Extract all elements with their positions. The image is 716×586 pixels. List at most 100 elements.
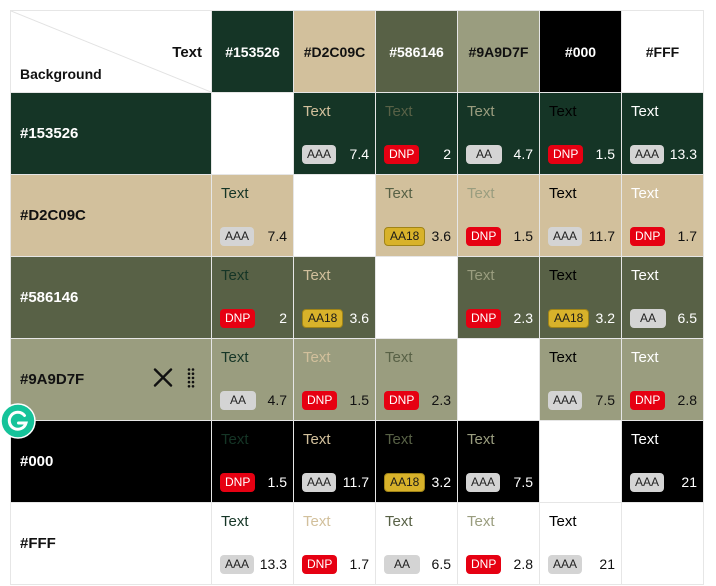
contrast-ratio: 7.5 bbox=[513, 474, 533, 490]
sample-text: Text bbox=[385, 103, 413, 120]
sample-text: Text bbox=[385, 431, 413, 448]
sample-text: Text bbox=[385, 513, 413, 530]
rating-badge: AAA bbox=[630, 145, 665, 164]
rating-badge: AAA bbox=[220, 555, 255, 574]
contrast-ratio: 1.5 bbox=[349, 392, 369, 408]
contrast-cell: Text AA 4.7 bbox=[458, 93, 539, 174]
contrast-ratio: 13.3 bbox=[259, 556, 287, 572]
sample-text: Text bbox=[549, 513, 577, 530]
row-header[interactable]: #000 bbox=[11, 421, 211, 502]
sample-text: Text bbox=[385, 349, 413, 366]
contrast-cell: Text DNP 2 bbox=[212, 257, 293, 338]
rating-badge: DNP bbox=[548, 145, 584, 164]
contrast-cell: Text DNP 1.5 bbox=[294, 339, 375, 420]
row-header[interactable]: #9A9D7F bbox=[11, 339, 211, 420]
text-axis-label: Text bbox=[172, 44, 202, 61]
empty-cell bbox=[212, 93, 293, 174]
contrast-cell: Text AAA 7.5 bbox=[540, 339, 621, 420]
drag-handle-icon[interactable] bbox=[187, 367, 197, 392]
rating-badge: AAA bbox=[302, 145, 337, 164]
column-header[interactable]: #9A9D7F bbox=[458, 11, 539, 92]
column-header[interactable]: #586146 bbox=[376, 11, 457, 92]
rating-badge: AAA bbox=[548, 227, 583, 246]
rating-badge: AA bbox=[466, 145, 502, 164]
contrast-cell: Text AA18 3.2 bbox=[376, 421, 457, 502]
contrast-ratio: 7.4 bbox=[267, 228, 287, 244]
column-header[interactable]: #FFF bbox=[622, 11, 703, 92]
contrast-cell: Text AA18 3.6 bbox=[294, 257, 375, 338]
sample-text: Text bbox=[303, 513, 331, 530]
grammarly-icon[interactable] bbox=[0, 403, 36, 439]
contrast-ratio: 11.7 bbox=[342, 474, 369, 490]
sample-text: Text bbox=[549, 185, 577, 202]
contrast-ratio: 2.8 bbox=[513, 556, 533, 572]
contrast-ratio: 11.7 bbox=[588, 228, 615, 244]
row-header[interactable]: #153526 bbox=[11, 93, 211, 174]
row-header[interactable]: #586146 bbox=[11, 257, 211, 338]
contrast-ratio: 1.7 bbox=[349, 556, 369, 572]
contrast-cell: Text AAA 21 bbox=[540, 503, 621, 584]
row-header-label: #586146 bbox=[20, 289, 79, 306]
contrast-ratio: 7.5 bbox=[595, 392, 615, 408]
contrast-ratio: 6.5 bbox=[431, 556, 451, 572]
rating-badge: AA18 bbox=[384, 227, 426, 246]
rating-badge: DNP bbox=[630, 227, 666, 246]
contrast-ratio: 3.6 bbox=[349, 310, 369, 326]
sample-text: Text bbox=[549, 349, 577, 366]
contrast-matrix: Text Background #153526 #D2C09C #586146 #9A… bbox=[10, 10, 704, 585]
background-axis-label: Background bbox=[20, 66, 102, 82]
contrast-cell: Text AAA 7.4 bbox=[212, 175, 293, 256]
empty-cell bbox=[622, 503, 703, 584]
rating-badge: AA bbox=[220, 391, 256, 410]
sample-text: Text bbox=[303, 267, 331, 284]
matrix-corner-header: Text Background bbox=[11, 11, 211, 92]
rating-badge: AAA bbox=[466, 473, 501, 492]
rating-badge: DNP bbox=[466, 309, 502, 328]
rating-badge: DNP bbox=[466, 555, 502, 574]
rating-badge: AAA bbox=[548, 555, 583, 574]
row-header[interactable]: #D2C09C bbox=[11, 175, 211, 256]
sample-text: Text bbox=[549, 103, 577, 120]
contrast-cell: Text DNP 1.7 bbox=[622, 175, 703, 256]
contrast-cell: Text DNP 1.5 bbox=[212, 421, 293, 502]
contrast-ratio: 6.5 bbox=[677, 310, 697, 326]
contrast-cell: Text AAA 7.4 bbox=[294, 93, 375, 174]
column-header[interactable]: #153526 bbox=[212, 11, 293, 92]
row-header[interactable]: #FFF bbox=[11, 503, 211, 584]
rating-badge: DNP bbox=[384, 145, 420, 164]
contrast-cell: Text AA 6.5 bbox=[376, 503, 457, 584]
sample-text: Text bbox=[467, 513, 495, 530]
rating-badge: AA bbox=[630, 309, 666, 328]
rating-badge: DNP bbox=[384, 391, 420, 410]
contrast-cell: Text AAA 21 bbox=[622, 421, 703, 502]
contrast-ratio: 2 bbox=[443, 146, 451, 162]
contrast-cell: Text DNP 1.7 bbox=[294, 503, 375, 584]
rating-badge: DNP bbox=[220, 473, 256, 492]
contrast-ratio: 1.5 bbox=[267, 474, 287, 490]
contrast-ratio: 3.2 bbox=[595, 310, 615, 326]
sample-text: Text bbox=[303, 349, 331, 366]
sample-text: Text bbox=[467, 103, 495, 120]
column-header[interactable]: #D2C09C bbox=[294, 11, 375, 92]
rating-badge: AA18 bbox=[548, 309, 590, 328]
rating-badge: DNP bbox=[302, 555, 338, 574]
contrast-ratio: 3.6 bbox=[431, 228, 451, 244]
sample-text: Text bbox=[303, 431, 331, 448]
contrast-cell: Text AA18 3.6 bbox=[376, 175, 457, 256]
contrast-cell: Text DNP 2.3 bbox=[458, 257, 539, 338]
empty-cell bbox=[540, 421, 621, 502]
contrast-ratio: 1.5 bbox=[595, 146, 615, 162]
row-tools bbox=[153, 367, 197, 392]
contrast-ratio: 2.3 bbox=[431, 392, 451, 408]
sample-text: Text bbox=[631, 267, 659, 284]
sample-text: Text bbox=[549, 267, 577, 284]
contrast-ratio: 2.3 bbox=[513, 310, 533, 326]
rating-badge: AAA bbox=[630, 473, 665, 492]
close-icon[interactable] bbox=[153, 368, 173, 392]
contrast-cell: Text AAA 13.3 bbox=[622, 93, 703, 174]
column-header[interactable]: #000 bbox=[540, 11, 621, 92]
sample-text: Text bbox=[631, 431, 659, 448]
contrast-ratio: 1.5 bbox=[513, 228, 533, 244]
contrast-ratio: 21 bbox=[681, 474, 697, 490]
sample-text: Text bbox=[221, 185, 249, 202]
